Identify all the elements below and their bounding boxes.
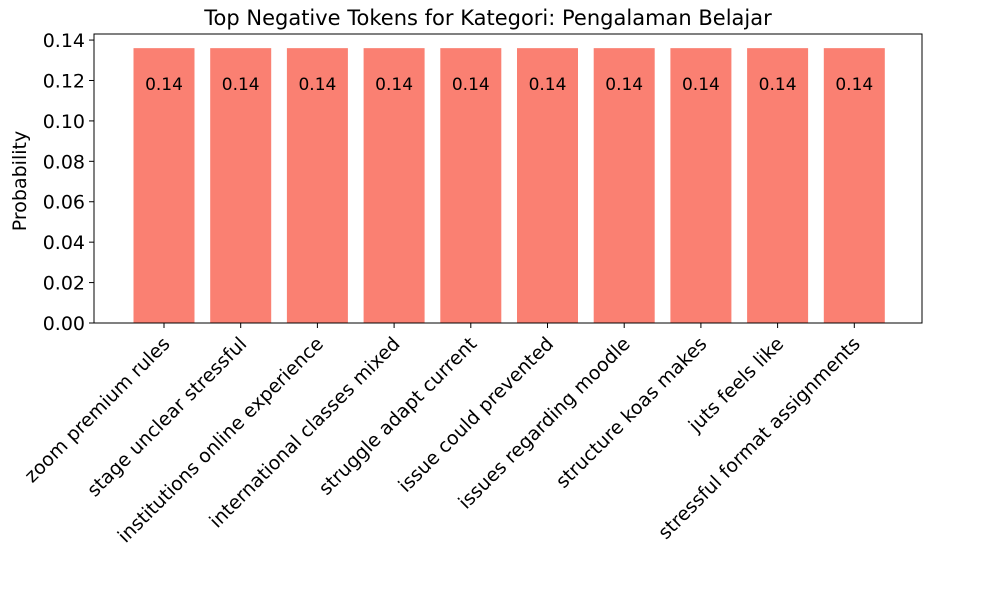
data-label: 0.14	[605, 75, 643, 95]
data-label: 0.14	[682, 75, 720, 95]
chart-title: Top Negative Tokens for Kategori: Pengal…	[203, 6, 772, 30]
x-tick-label: stage unclear stressful	[83, 333, 251, 501]
bar	[286, 48, 348, 324]
y-tick-label: 0.06	[43, 192, 85, 214]
y-tick-label: 0.00	[43, 313, 85, 335]
y-tick-label: 0.10	[43, 111, 85, 133]
data-label: 0.14	[529, 75, 567, 95]
data-label: 0.14	[759, 75, 797, 95]
y-tick-label: 0.08	[43, 151, 85, 173]
x-tick-label: structure koas makes	[552, 333, 712, 493]
bar	[823, 48, 885, 324]
y-tick-label: 0.12	[43, 70, 85, 92]
bar	[593, 48, 655, 324]
data-label: 0.14	[145, 75, 183, 95]
x-tick-label: issue could prevented	[394, 333, 558, 497]
data-labels-layer: 0.14 0.14 0.14 0.14 0.14 0.14 0.14 0.14 0.14 0.14	[145, 75, 873, 95]
bar	[440, 48, 502, 324]
data-label: 0.14	[452, 75, 490, 95]
bar	[133, 48, 195, 324]
bar	[747, 48, 809, 324]
data-label: 0.14	[375, 75, 413, 95]
data-label: 0.14	[298, 75, 336, 95]
bars-layer	[133, 48, 885, 324]
bar	[670, 48, 732, 324]
plot-frame	[93, 33, 923, 324]
y-axis: 0.00 0.02 0.04 0.06 0.08 0.10 0.12 0.14	[43, 30, 94, 335]
y-tick-label: 0.04	[43, 232, 85, 254]
bar	[517, 48, 578, 324]
data-label: 0.14	[835, 75, 873, 95]
data-label: 0.14	[222, 75, 260, 95]
y-tick-label: 0.02	[43, 273, 85, 295]
y-tick-label: 0.14	[43, 30, 85, 52]
x-tick-label: zoom premium rules	[20, 333, 174, 487]
bar	[210, 48, 272, 324]
y-axis-label: Probability	[9, 131, 31, 231]
x-tick-label: struggle adapt current	[315, 333, 482, 500]
bar	[363, 48, 425, 324]
